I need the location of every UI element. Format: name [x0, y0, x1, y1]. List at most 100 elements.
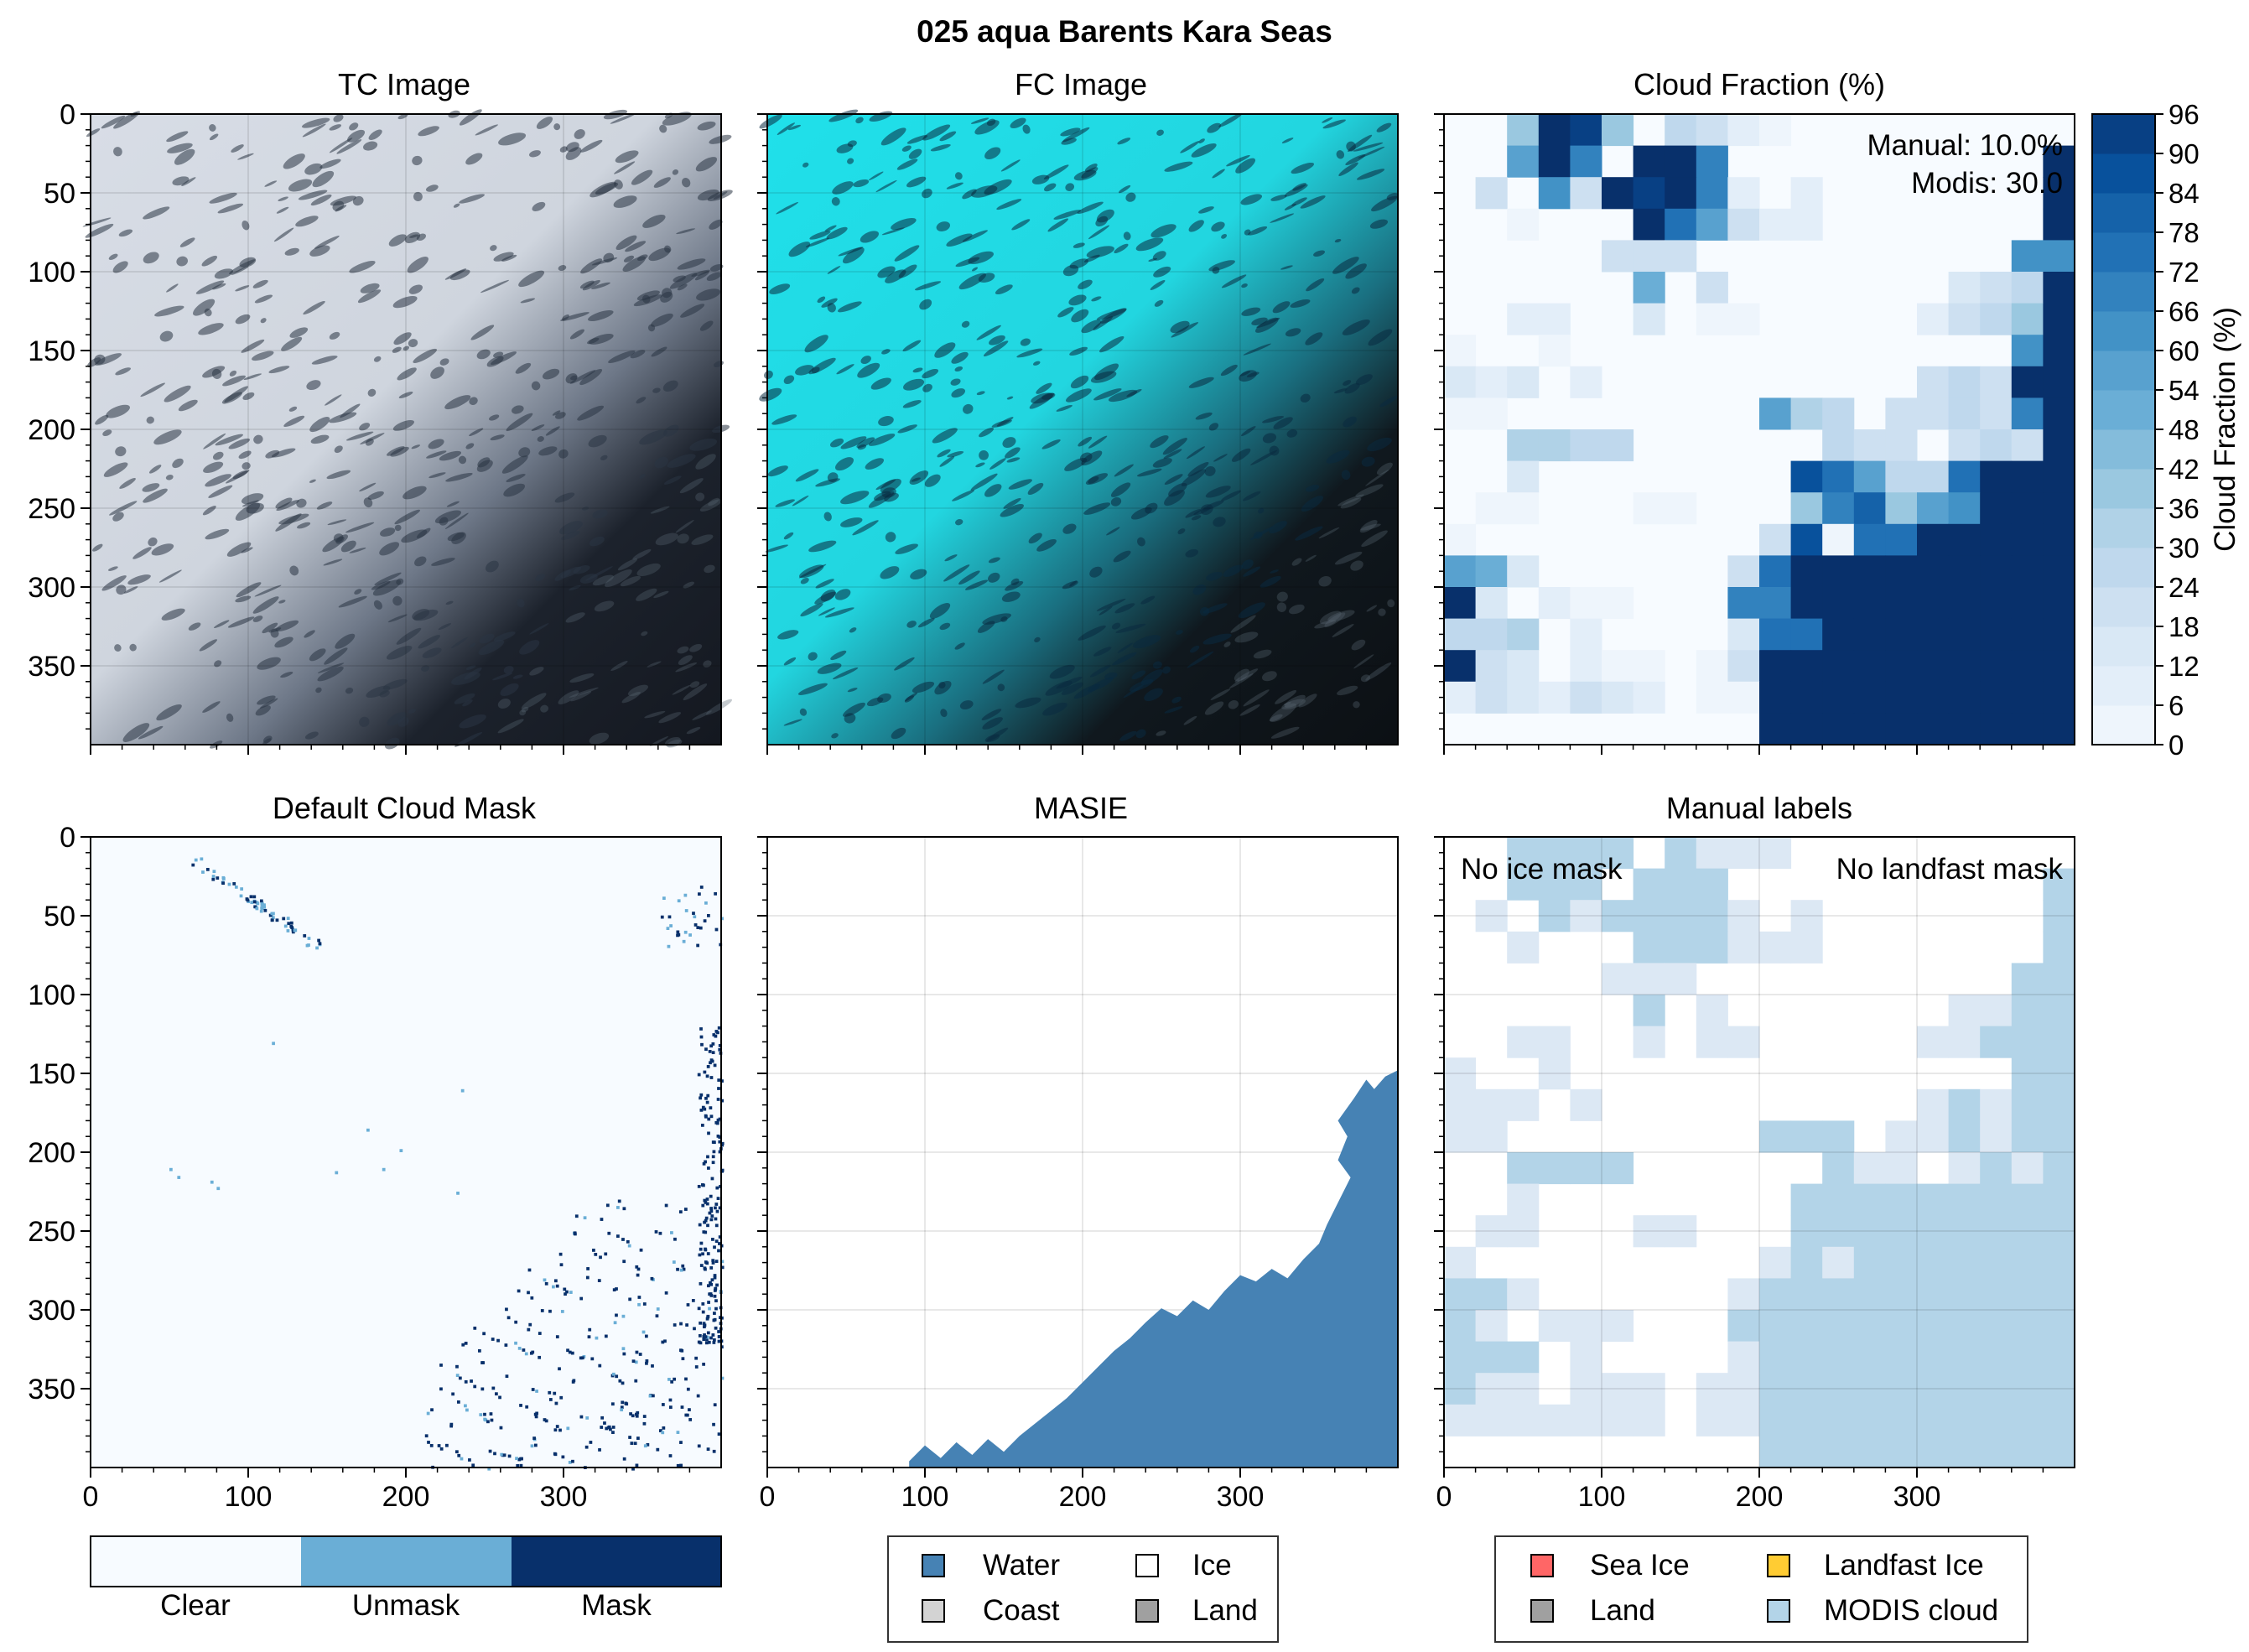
image-texture-streak — [114, 644, 122, 652]
ml-cell — [2011, 1152, 2044, 1185]
ml-cell — [1538, 1404, 1571, 1436]
mask-pixel — [366, 1128, 370, 1132]
image-texture-streak — [278, 600, 286, 604]
ml-legend-land-swatch — [1530, 1599, 1554, 1623]
image-texture-streak — [221, 392, 242, 404]
image-texture-streak — [1000, 504, 1024, 517]
image-texture-streak — [855, 117, 864, 124]
cf-cell — [1790, 587, 1823, 620]
dcm-x-tick-label: 200 — [382, 1481, 430, 1513]
image-texture-streak — [1010, 117, 1026, 129]
mask-pixel — [641, 1330, 646, 1334]
cf-frame — [1443, 113, 2075, 745]
image-texture-streak — [777, 122, 796, 135]
mask-pixel — [618, 1379, 622, 1383]
image-texture-streak — [703, 660, 712, 668]
mask-pixel — [714, 1260, 719, 1264]
image-texture-streak — [1202, 633, 1232, 645]
image-texture-streak — [1187, 651, 1214, 668]
mask-pixel — [679, 1348, 683, 1353]
cf-cell — [2011, 555, 2044, 588]
colorbar-tick-label: 42 — [2168, 454, 2200, 485]
mask-pixel — [678, 1210, 683, 1214]
image-texture-streak — [939, 131, 957, 142]
image-texture-streak — [479, 633, 495, 644]
colorbar-tick-label: 12 — [2168, 651, 2200, 682]
image-texture-streak — [107, 566, 118, 571]
ml-cell — [1633, 1404, 1665, 1436]
image-texture-streak — [1081, 450, 1103, 466]
image-texture-streak — [1005, 580, 1024, 591]
image-texture-streak — [201, 255, 218, 267]
cf-cell — [1948, 397, 1981, 430]
image-texture-streak — [512, 405, 524, 414]
image-texture-streak — [115, 446, 127, 457]
image-texture-streak — [418, 126, 439, 137]
ml-cell — [1475, 1341, 1508, 1374]
mask-pixel — [558, 1252, 563, 1256]
image-texture-streak — [252, 596, 279, 614]
image-texture-streak — [314, 236, 340, 249]
mask-pixel — [718, 1043, 722, 1047]
mask-pixel — [615, 1374, 619, 1379]
image-texture-streak — [815, 478, 840, 487]
mask-pixel — [169, 1167, 173, 1171]
image-texture-streak — [1191, 515, 1202, 521]
image-texture-streak — [1056, 405, 1073, 412]
ml-cell — [1727, 1310, 1760, 1343]
ml-cell — [2011, 1278, 2044, 1311]
image-texture-streak — [517, 598, 525, 608]
image-texture-streak — [454, 693, 475, 704]
image-texture-streak — [1351, 639, 1366, 651]
ml-legend-landfast-swatch — [1767, 1554, 1790, 1577]
mask-pixel — [282, 917, 286, 921]
image-texture-streak — [1047, 218, 1069, 232]
ml-cell — [1507, 1404, 1540, 1436]
image-texture-streak — [459, 194, 486, 204]
image-texture-streak — [212, 451, 224, 460]
cf-cell — [1475, 681, 1508, 714]
cf-cell — [1507, 429, 1540, 462]
mask-pixel — [683, 930, 688, 934]
mask-pixel — [519, 1404, 522, 1407]
cf-cell — [1727, 555, 1760, 588]
image-texture-streak — [428, 439, 444, 449]
image-texture-streak — [1125, 192, 1136, 202]
image-texture-streak — [235, 595, 252, 603]
mask-pixel — [699, 1093, 704, 1097]
mask-pixel — [457, 1400, 460, 1404]
mask-pixel — [697, 1444, 701, 1448]
dcm-legend-clear-label: Clear — [160, 1589, 231, 1622]
dcm-y-tick-label: 0 — [60, 822, 75, 854]
tc-y-tick-label: 200 — [28, 414, 75, 446]
mask-pixel — [568, 1350, 572, 1354]
image-texture-streak — [281, 336, 303, 351]
image-texture-streak — [1208, 423, 1219, 431]
mask-pixel — [625, 1402, 629, 1406]
mask-pixel — [465, 1408, 469, 1412]
image-texture-streak — [951, 351, 969, 364]
image-texture-streak — [809, 231, 831, 240]
ml-panel: Manual labels No ice mask No landfast ma… — [1434, 791, 2075, 1643]
mask-pixel — [709, 1076, 714, 1079]
image-texture-streak — [627, 684, 648, 696]
mask-pixel — [699, 1281, 703, 1286]
image-texture-streak — [847, 158, 854, 164]
image-texture-streak — [592, 509, 608, 519]
image-texture-streak — [962, 230, 988, 242]
mask-pixel — [673, 1323, 677, 1327]
image-texture-streak — [932, 428, 958, 444]
ml-x-tick-label: 100 — [1578, 1481, 1626, 1513]
colorbar-segment — [2092, 232, 2155, 273]
image-texture-streak — [709, 134, 732, 144]
mask-pixel — [620, 1408, 624, 1412]
image-texture-streak — [694, 271, 709, 281]
dcm-y-tick-label: 150 — [28, 1058, 75, 1090]
mask-pixel — [616, 1234, 620, 1238]
cf-cell — [1475, 587, 1508, 620]
ml-cell — [1727, 1373, 1760, 1405]
mask-pixel — [673, 1237, 677, 1241]
image-texture-streak — [345, 431, 374, 441]
image-texture-streak — [699, 320, 714, 331]
